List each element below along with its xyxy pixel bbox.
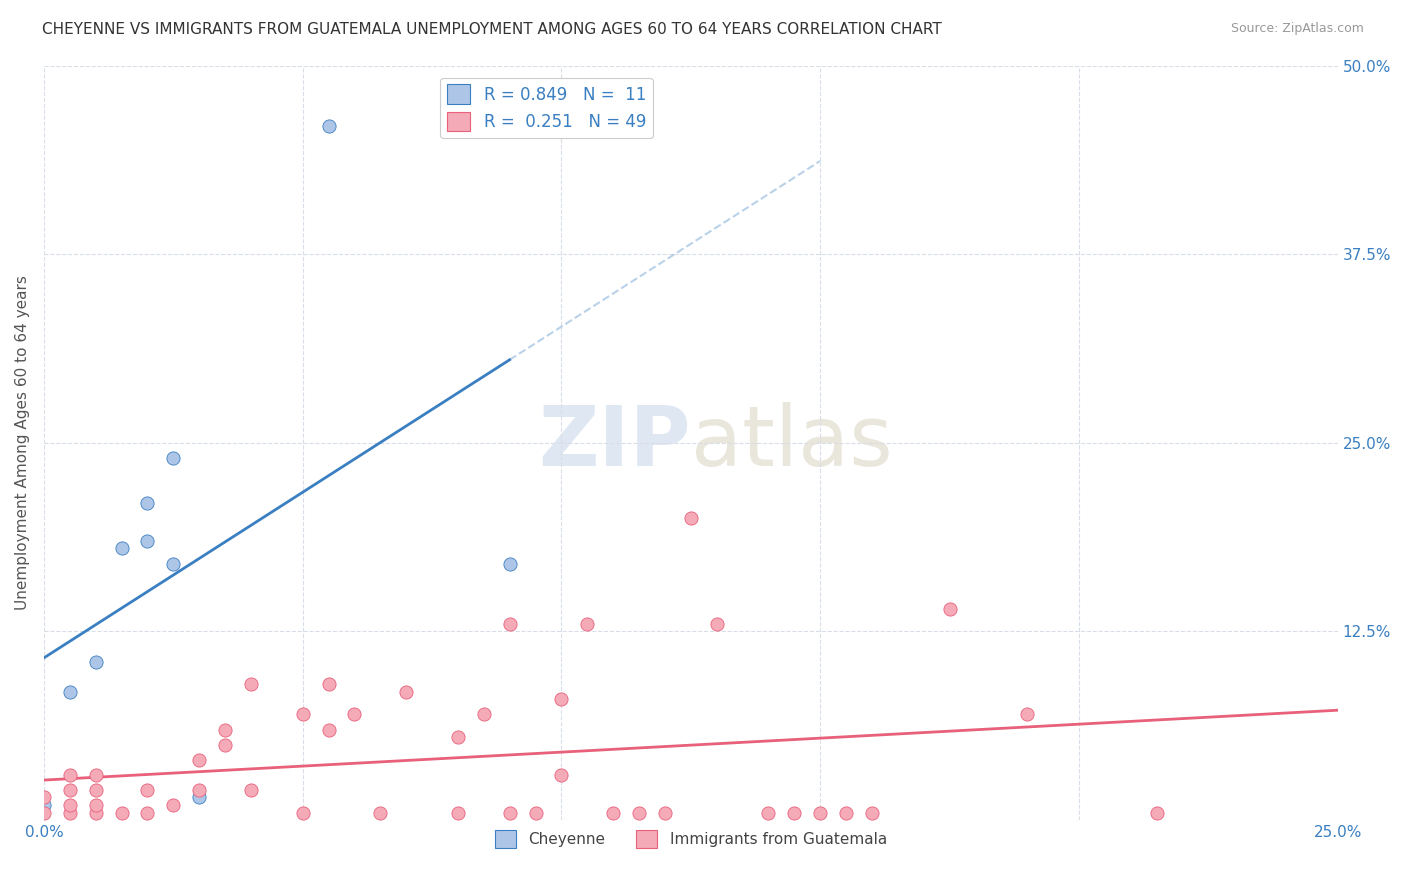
Point xyxy=(188,790,211,805)
Point xyxy=(524,805,547,820)
Point xyxy=(59,768,82,782)
Point xyxy=(291,707,314,722)
Point xyxy=(447,730,470,744)
Point xyxy=(550,768,572,782)
Point xyxy=(59,797,82,812)
Point xyxy=(808,805,831,820)
Text: CHEYENNE VS IMMIGRANTS FROM GUATEMALA UNEMPLOYMENT AMONG AGES 60 TO 64 YEARS COR: CHEYENNE VS IMMIGRANTS FROM GUATEMALA UN… xyxy=(42,22,942,37)
Point xyxy=(162,450,184,465)
Point xyxy=(938,602,960,616)
Text: atlas: atlas xyxy=(690,402,893,483)
Point xyxy=(860,805,883,820)
Point xyxy=(214,738,236,752)
Point xyxy=(188,783,211,797)
Point xyxy=(395,685,418,699)
Point xyxy=(1017,707,1039,722)
Point xyxy=(679,511,702,525)
Point xyxy=(136,783,159,797)
Point xyxy=(59,685,82,699)
Point xyxy=(214,723,236,737)
Point xyxy=(136,496,159,510)
Point xyxy=(162,797,184,812)
Point xyxy=(627,805,650,820)
Point xyxy=(84,797,107,812)
Point xyxy=(498,616,520,631)
Point xyxy=(84,805,107,820)
Point xyxy=(550,692,572,706)
Point xyxy=(1146,805,1168,820)
Point xyxy=(447,805,470,820)
Point xyxy=(291,805,314,820)
Point xyxy=(783,805,806,820)
Point xyxy=(84,768,107,782)
Point xyxy=(654,805,676,820)
Point xyxy=(110,805,132,820)
Point xyxy=(136,533,159,548)
Point xyxy=(162,557,184,571)
Point xyxy=(706,616,728,631)
Point xyxy=(136,805,159,820)
Point xyxy=(318,723,340,737)
Y-axis label: Unemployment Among Ages 60 to 64 years: Unemployment Among Ages 60 to 64 years xyxy=(15,276,30,610)
Point xyxy=(318,677,340,691)
Point xyxy=(239,677,262,691)
Point xyxy=(32,805,55,820)
Point xyxy=(239,783,262,797)
Point xyxy=(835,805,858,820)
Point xyxy=(32,797,55,812)
Point xyxy=(343,707,366,722)
Text: Source: ZipAtlas.com: Source: ZipAtlas.com xyxy=(1230,22,1364,36)
Text: ZIP: ZIP xyxy=(538,402,690,483)
Point xyxy=(318,119,340,133)
Point xyxy=(59,783,82,797)
Legend: Cheyenne, Immigrants from Guatemala: Cheyenne, Immigrants from Guatemala xyxy=(489,824,893,854)
Point xyxy=(110,541,132,556)
Point xyxy=(84,655,107,669)
Point xyxy=(576,616,599,631)
Point xyxy=(758,805,780,820)
Point xyxy=(498,557,520,571)
Point xyxy=(602,805,624,820)
Point xyxy=(498,805,520,820)
Point xyxy=(59,805,82,820)
Point xyxy=(472,707,495,722)
Point xyxy=(188,753,211,767)
Point xyxy=(368,805,391,820)
Point xyxy=(84,783,107,797)
Point xyxy=(32,790,55,805)
